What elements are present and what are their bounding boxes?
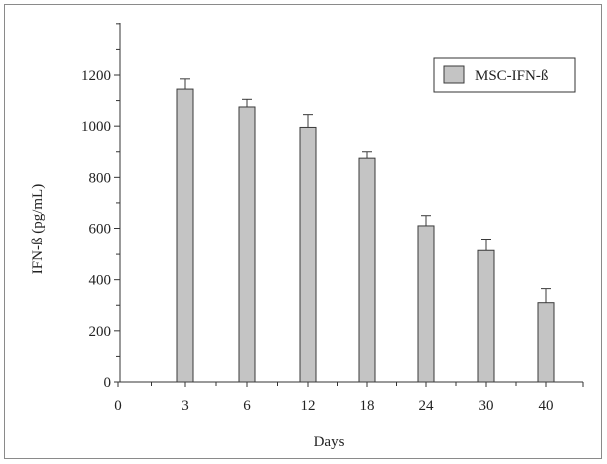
- y-axis-ticks: 0 200 400 600 800 1000 1200: [81, 23, 120, 391]
- x-tick-label: 24: [419, 398, 435, 414]
- x-axis-label: Days: [314, 434, 345, 450]
- bar: [537, 302, 555, 383]
- x-axis-ticks: 0 3 6 12 18 24 30 40: [114, 382, 584, 414]
- x-tick-label: 3: [181, 398, 189, 414]
- x-tick-label: 30: [479, 398, 494, 414]
- y-tick-label: 1200: [81, 68, 111, 84]
- bar: [417, 225, 435, 383]
- y-tick-label: 1000: [81, 119, 111, 135]
- legend-label: MSC-IFN-ß: [475, 68, 548, 84]
- bar: [176, 88, 194, 383]
- y-tick-label: 600: [89, 222, 112, 238]
- y-tick-label: 0: [104, 375, 112, 391]
- x-tick-label: 0: [114, 398, 122, 414]
- bar-series: [176, 88, 555, 383]
- bar: [299, 126, 317, 383]
- x-tick-label: 6: [243, 398, 251, 414]
- bar: [477, 249, 495, 383]
- y-tick-label: 200: [89, 324, 112, 340]
- bar: [238, 106, 256, 383]
- y-axis-label: IFN-ß (pg/mL): [30, 184, 46, 274]
- x-tick-label: 18: [360, 398, 375, 414]
- legend-swatch: [443, 65, 465, 84]
- bar: [358, 157, 376, 383]
- error-bars: [180, 78, 551, 303]
- legend: MSC-IFN-ß: [433, 57, 576, 93]
- x-tick-label: 12: [301, 398, 316, 414]
- y-tick-label: 800: [89, 170, 112, 186]
- x-tick-label: 40: [539, 398, 554, 414]
- y-tick-label: 400: [89, 273, 112, 289]
